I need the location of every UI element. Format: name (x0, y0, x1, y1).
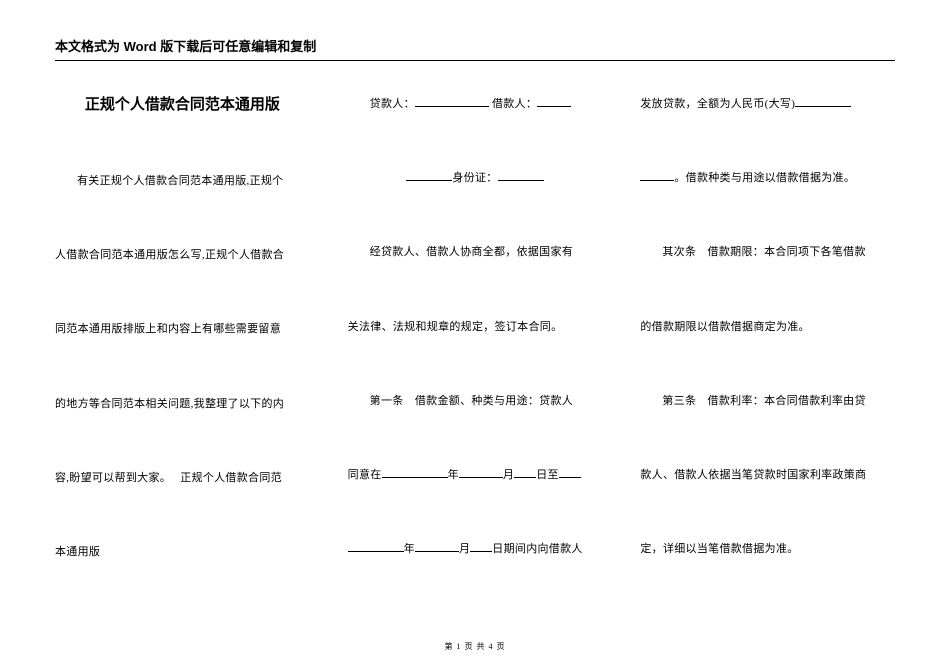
month2-label: 月 (459, 543, 470, 555)
amount-blank (795, 96, 851, 107)
col2-line6: 同意在 年 月 日至 (348, 463, 603, 487)
year1-blank (382, 467, 448, 478)
column-1: 正规个人借款合同范本通用版 有关正规个人借款合同范本通用版,正规个 人借款合同范… (55, 78, 310, 612)
col3-line7: 定，详细以当笔借款借据为准。 (640, 537, 895, 561)
id-label: 身份证： (452, 172, 497, 184)
col3-line6: 款人、借款人依据当笔贷款时国家利率政策商 (640, 463, 895, 487)
header-bar: 本文格式为 Word 版下载后可任意编辑和复制 (55, 36, 895, 61)
lender-blank (415, 96, 489, 107)
period-label: 日期间内向借款人 (492, 543, 582, 555)
year2-blank (348, 541, 404, 552)
col1-p2: 人借款合同范本通用版怎么写,正规个人借款合 (55, 243, 310, 267)
col1-p5-a: 容,盼望可以帮到大家。 (55, 472, 171, 484)
col3-line4: 的借款期限以借款借据商定为准。 (640, 315, 895, 339)
column-2: 贷款人： 借款人： 身份证： 经贷款人、借款人协商全都，依据国家有 关法律、法规… (348, 78, 603, 612)
col3-line5: 第三条 借款利率：本合同借款利率由贷 (640, 389, 895, 413)
month1-blank (459, 467, 503, 478)
document-body: 正规个人借款合同范本通用版 有关正规个人借款合同范本通用版,正规个 人借款合同范… (55, 78, 895, 612)
col1-p3: 同范本通用版排版上和内容上有哪些需要留意 (55, 317, 310, 341)
amount-label: 发放贷款，全额为人民币(大写) (640, 98, 795, 110)
col2-line1: 贷款人： 借款人： (348, 92, 603, 116)
borrower-label: 借款人： (492, 98, 537, 110)
col3-line2: 。借款种类与用途以借款借据为准。 (640, 166, 895, 190)
header-text: 本文格式为 Word 版下载后可任意编辑和复制 (55, 39, 316, 54)
id-blank-after (498, 170, 544, 181)
day1-blank (514, 467, 536, 478)
year2-label: 年 (404, 543, 415, 555)
col3-line3: 其次条 借款期限：本合同项下各笔借款 (640, 240, 895, 264)
col2-line2: 身份证： (348, 166, 603, 190)
day2-blank (470, 541, 492, 552)
month1-label: 月 (503, 469, 514, 481)
col1-p4: 的地方等合同范本相关问题,我整理了以下的内 (55, 392, 310, 416)
year1-label: 年 (448, 469, 459, 481)
col1-p6: 本通用版 (55, 540, 310, 564)
col2-line3: 经贷款人、借款人协商全都，依据国家有 (348, 240, 603, 264)
col1-p1: 有关正规个人借款合同范本通用版,正规个 (55, 169, 310, 193)
borrower-blank (537, 96, 571, 107)
type-text: 。借款种类与用途以借款借据为准。 (674, 172, 855, 184)
id-blank-before (406, 170, 452, 181)
end-blank (559, 467, 581, 478)
col1-p5: 容,盼望可以帮到大家。 正规个人借款合同范 (55, 466, 310, 490)
page-footer: 第 1 页 共 4 页 (0, 641, 950, 652)
to-label: 日至 (536, 469, 559, 481)
column-3: 发放贷款，全额为人民币(大写) 。借款种类与用途以借款借据为准。 其次条 借款期… (640, 78, 895, 612)
col1-p5-b: 正规个人借款合同范 (180, 472, 282, 484)
lender-label: 贷款人： (370, 98, 415, 110)
agree-label: 同意在 (348, 469, 382, 481)
col2-line4: 关法律、法规和规章的规定，签订本合同。 (348, 315, 603, 339)
col3-line1: 发放贷款，全额为人民币(大写) (640, 92, 895, 116)
document-title: 正规个人借款合同范本通用版 (55, 88, 310, 121)
month2-blank (415, 541, 459, 552)
col2-line7: 年 月 日期间内向借款人 (348, 537, 603, 561)
col2-line5: 第一条 借款金额、种类与用途：贷款人 (348, 389, 603, 413)
type-blank (640, 170, 674, 181)
